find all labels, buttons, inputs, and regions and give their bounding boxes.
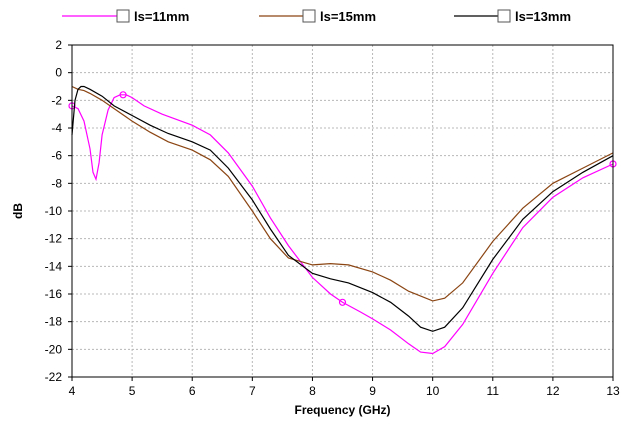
x-tick-label: 10 (426, 384, 440, 398)
legend: ls=11mm ls=15mm ls=13mm (62, 9, 571, 24)
y-axis-label: dB (11, 203, 25, 219)
legend-label: ls=11mm (134, 9, 189, 24)
series-line (71, 85, 614, 302)
series-line (71, 85, 614, 332)
x-tick-label: 13 (606, 384, 620, 398)
y-tick-label: 2 (55, 38, 62, 52)
series-ls=11mm (68, 91, 617, 355)
x-tick-label: 4 (69, 384, 76, 398)
y-tick-label: -8 (51, 176, 62, 190)
y-tick-label: -14 (45, 259, 63, 273)
tick-labels: 4 5 6 7 8 9 10 11 12 13 2 0 -2 -4 -6 -8 -10 -12 -14 -16 -18 -… (45, 38, 620, 398)
series-marker (119, 91, 127, 99)
y-tick-label: -12 (45, 232, 63, 246)
x-tick-label: 9 (369, 384, 376, 398)
series-layer (68, 85, 617, 355)
x-tick-label: 12 (546, 384, 560, 398)
y-tick-label: -22 (45, 370, 63, 384)
x-tick-label: 5 (129, 384, 136, 398)
legend-checkbox (497, 9, 511, 23)
y-tick-label: -10 (45, 204, 63, 218)
x-tick-label: 8 (309, 384, 316, 398)
y-tick-label: -16 (45, 287, 63, 301)
x-axis-label: Frequency (GHz) (294, 403, 390, 417)
x-tick-label: 11 (487, 384, 500, 398)
x-tick-label: 6 (189, 384, 196, 398)
y-tick-label: -2 (51, 93, 62, 107)
series-marker (338, 298, 347, 306)
y-tick-label: -20 (45, 342, 63, 356)
y-tick-label: 0 (55, 66, 62, 80)
y-tick-label: -4 (51, 121, 62, 135)
legend-item: ls=11mm (62, 9, 189, 24)
legend-item: ls=15mm (259, 9, 376, 24)
legend-checkbox (116, 9, 130, 23)
legend-checkbox (302, 9, 316, 23)
legend-label: ls=13mm (515, 9, 571, 24)
gridlines (72, 45, 613, 377)
x-tick-label: 7 (249, 384, 256, 398)
y-tick-label: -6 (51, 149, 62, 163)
legend-item: ls=13mm (454, 9, 571, 24)
series-ls=15mm (71, 85, 614, 302)
y-tick-label: -18 (45, 315, 63, 329)
series-line (71, 94, 614, 355)
series-ls=13mm (71, 85, 614, 332)
legend-label: ls=15mm (320, 9, 376, 24)
